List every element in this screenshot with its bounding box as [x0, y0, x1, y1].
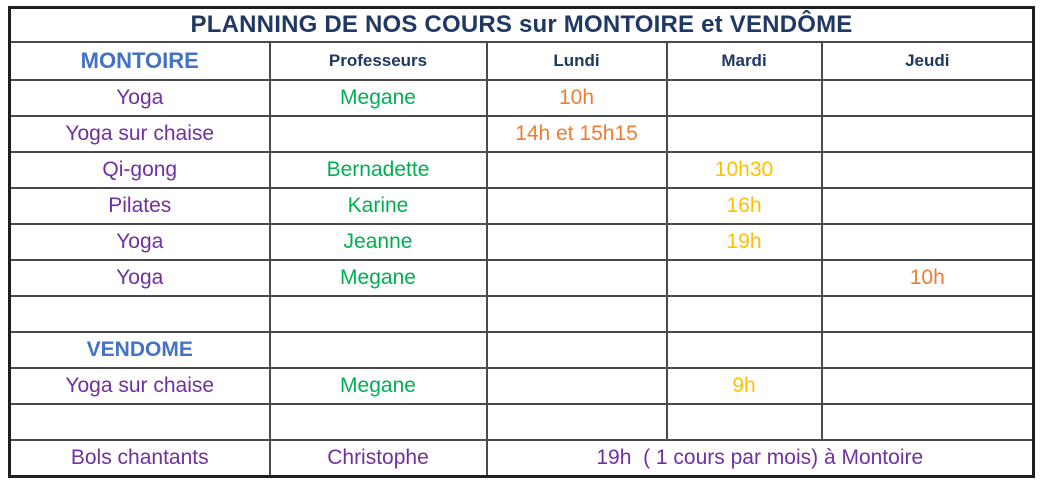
- row-vendome-yoga-sur-chaise-cell-professeurs: Megane: [268, 367, 488, 406]
- row-vendome-yoga-sur-chaise-cell-lundi: [485, 367, 668, 406]
- row-empty-2: [8, 403, 1035, 442]
- row-empty-2-cell-lundi: [485, 403, 668, 442]
- title-row: PLANNING DE NOS COURS sur MONTOIRE et VE…: [8, 6, 1035, 43]
- planning-table-body: Yoga Megane 10h Yoga sur chaise 14h et 15h15…: [8, 78, 1035, 478]
- row-bols-chantants-cell-professeurs: Christophe: [268, 439, 488, 478]
- column-header-jeudi: Jeudi: [820, 40, 1035, 81]
- row-montoire-qi-gong-cell-course: Qi-gong: [8, 150, 271, 189]
- row-empty-2-cell-jeudi: [820, 403, 1035, 442]
- row-empty-2-cell-course: [8, 403, 271, 442]
- row-montoire-qi-gong-cell-lundi: [485, 150, 668, 189]
- row-montoire-yoga-sur-chaise-cell-course: Yoga sur chaise: [8, 114, 271, 153]
- row-montoire-yoga-jeanne-cell-jeudi: [820, 222, 1035, 261]
- row-vendome-yoga-sur-chaise-cell-mardi: 9h: [665, 367, 823, 406]
- row-bols-chantants-cell-course: Bols chantants: [8, 439, 271, 478]
- row-empty-1-cell-mardi: [665, 294, 823, 334]
- row-montoire-qi-gong-cell-mardi: 10h30: [665, 150, 823, 189]
- row-montoire-yoga-sur-chaise-cell-mardi: [665, 114, 823, 153]
- row-vendome-header: VENDOME: [8, 331, 1035, 370]
- row-vendome-header-cell-mardi: [665, 331, 823, 370]
- row-empty-2-cell-professeurs: [268, 403, 488, 442]
- row-empty-2-cell-mardi: [665, 403, 823, 442]
- row-montoire-pilates-cell-lundi: [485, 186, 668, 225]
- row-vendome-yoga-sur-chaise-cell-course: Yoga sur chaise: [8, 367, 271, 406]
- row-bols-chantants-cell-lundi: 19h ( 1 cours par mois) à Montoire: [485, 439, 1035, 478]
- row-vendome-header-cell-jeudi: [820, 331, 1035, 370]
- row-montoire-yoga-megane-jeudi-cell-professeurs: Megane: [268, 258, 488, 297]
- row-montoire-yoga-jeanne-cell-lundi: [485, 222, 668, 261]
- row-montoire-yoga-megane-cell-lundi: 10h: [485, 78, 668, 117]
- row-montoire-yoga-megane-cell-course: Yoga: [8, 78, 271, 117]
- planning-table: PLANNING DE NOS COURS sur MONTOIRE et VE…: [8, 6, 1036, 478]
- row-montoire-yoga-sur-chaise-cell-professeurs: [268, 114, 488, 153]
- row-vendome-yoga-sur-chaise-cell-jeudi: [820, 367, 1035, 406]
- row-montoire-pilates-cell-jeudi: [820, 186, 1035, 225]
- row-montoire-pilates: Pilates Karine 16h: [8, 186, 1035, 225]
- row-empty-1: [8, 294, 1035, 334]
- column-header-row: MONTOIRE Professeurs Lundi Mardi Jeudi: [8, 40, 1035, 81]
- column-header-professeurs: Professeurs: [268, 40, 488, 81]
- row-montoire-yoga-megane-jeudi: Yoga Megane 10h: [8, 258, 1035, 297]
- row-montoire-qi-gong-cell-professeurs: Bernadette: [268, 150, 488, 189]
- row-montoire-pilates-cell-professeurs: Karine: [268, 186, 488, 225]
- column-header-mardi: Mardi: [665, 40, 823, 81]
- row-montoire-pilates-cell-mardi: 16h: [665, 186, 823, 225]
- row-vendome-header-cell-course: VENDOME: [8, 331, 271, 370]
- column-header-course: MONTOIRE: [8, 40, 271, 81]
- row-montoire-yoga-sur-chaise: Yoga sur chaise 14h et 15h15: [8, 114, 1035, 153]
- row-montoire-yoga-megane-jeudi-cell-course: Yoga: [8, 258, 271, 297]
- row-montoire-yoga-sur-chaise-cell-jeudi: [820, 114, 1035, 153]
- row-montoire-yoga-jeanne-cell-professeurs: Jeanne: [268, 222, 488, 261]
- row-montoire-yoga-megane-jeudi-cell-jeudi: 10h: [820, 258, 1035, 297]
- row-montoire-yoga-megane-cell-jeudi: [820, 78, 1035, 117]
- row-montoire-pilates-cell-course: Pilates: [8, 186, 271, 225]
- row-empty-1-cell-jeudi: [820, 294, 1035, 334]
- row-vendome-yoga-sur-chaise: Yoga sur chaise Megane 9h: [8, 367, 1035, 406]
- row-empty-1-cell-professeurs: [268, 294, 488, 334]
- row-montoire-yoga-megane-cell-professeurs: Megane: [268, 78, 488, 117]
- row-bols-chantants: Bols chantants Christophe 19h ( 1 cours pa…: [8, 439, 1035, 478]
- row-empty-1-cell-lundi: [485, 294, 668, 334]
- row-vendome-header-cell-professeurs: [268, 331, 488, 370]
- row-montoire-qi-gong-cell-jeudi: [820, 150, 1035, 189]
- row-montoire-qi-gong: Qi-gong Bernadette 10h30: [8, 150, 1035, 189]
- row-montoire-yoga-megane-cell-mardi: [665, 78, 823, 117]
- column-header-lundi: Lundi: [485, 40, 668, 81]
- row-empty-1-cell-course: [8, 294, 271, 334]
- row-montoire-yoga-megane-jeudi-cell-lundi: [485, 258, 668, 297]
- row-montoire-yoga-jeanne: Yoga Jeanne 19h: [8, 222, 1035, 261]
- row-montoire-yoga-jeanne-cell-course: Yoga: [8, 222, 271, 261]
- row-montoire-yoga-megane: Yoga Megane 10h: [8, 78, 1035, 117]
- page-title: PLANNING DE NOS COURS sur MONTOIRE et VE…: [8, 6, 1035, 43]
- row-montoire-yoga-megane-jeudi-cell-mardi: [665, 258, 823, 297]
- row-vendome-header-cell-lundi: [485, 331, 668, 370]
- row-montoire-yoga-sur-chaise-cell-lundi: 14h et 15h15: [485, 114, 668, 153]
- row-montoire-yoga-jeanne-cell-mardi: 19h: [665, 222, 823, 261]
